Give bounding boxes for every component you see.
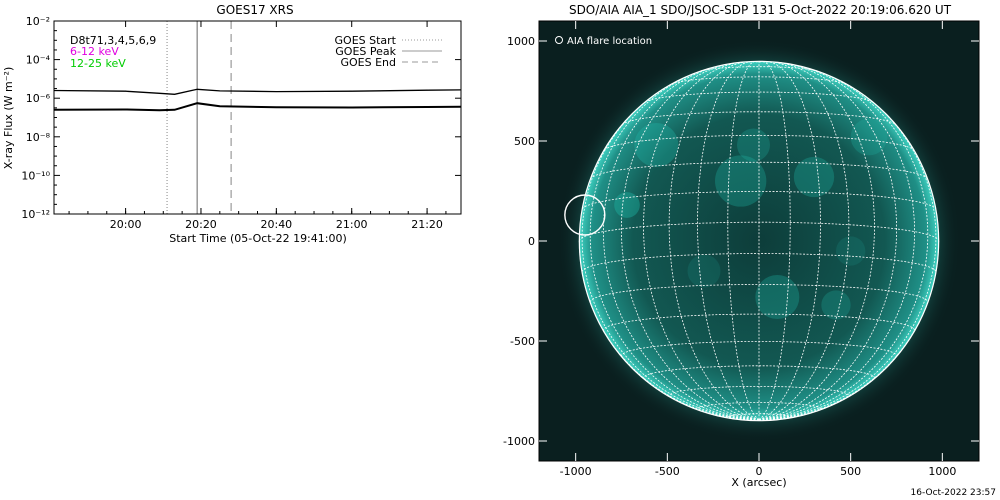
goes-y-tick-label: 10⁻⁶	[26, 92, 51, 105]
longitude-line	[581, 86, 760, 421]
latitude-line	[643, 365, 875, 380]
longitude-line	[758, 61, 875, 421]
render-timestamp: 16-Oct-2022 23:57	[911, 488, 996, 498]
longitude-line	[758, 61, 850, 421]
goes-chart-title: GOES17 XRS	[216, 3, 293, 17]
longitude-line	[727, 61, 760, 421]
goes-x-tick-label: 20:00	[110, 218, 142, 231]
goes-legend-left: D8t71,3,4,5,6,9 6-12 keV 12-25 keV	[70, 34, 156, 70]
flare-location-marker	[564, 194, 606, 236]
longitude-line	[758, 86, 937, 421]
goes-y-axis-ticks: 10⁻² 10⁻⁴ 10⁻⁶ 10⁻⁸ 10⁻¹⁰ 10⁻¹²	[21, 15, 461, 221]
goes-y-axis-label: X-ray Flux (W m⁻²)	[2, 67, 15, 169]
longitude-line	[620, 63, 760, 421]
aia-x-tick-label: 1000	[928, 465, 956, 478]
active-region-patch	[821, 290, 851, 320]
active-region-patch	[755, 275, 800, 319]
aia-y-axis-ticks: -1000 -500 0 500 1000	[503, 35, 979, 448]
longitude-line	[758, 61, 791, 421]
goes-x-axis-label: Start Time (05-Oct-22 19:41:00)	[169, 232, 347, 245]
longitude-line	[668, 61, 760, 421]
active-region-patch	[737, 128, 770, 162]
aia-x-tick-label: -500	[655, 465, 680, 478]
goes-plot-frame	[53, 20, 462, 215]
goes-flux-series	[54, 88, 461, 112]
longitude-line	[758, 63, 898, 421]
legend-detectors: D8t71,3,4,5,6,9	[70, 34, 156, 47]
active-region-patch	[634, 123, 679, 167]
aia-legend: AIA flare location	[555, 36, 652, 47]
aia-y-tick-label: 500	[514, 135, 535, 148]
goes-x-tick-label: 21:20	[411, 218, 443, 231]
latitude-line	[644, 91, 874, 103]
latitude-line	[697, 402, 821, 411]
legend-12-25-kev: 12-25 keV	[70, 57, 126, 70]
latitude-line	[589, 284, 929, 303]
goes-y-tick-label: 10⁻⁸	[26, 131, 51, 144]
aia-legend-circle-icon	[555, 36, 563, 44]
active-region-patch	[836, 236, 866, 266]
legend-goes-peak: GOES Peak	[335, 45, 396, 58]
goes-y-tick-label: 10⁻²	[26, 15, 50, 28]
longitude-line	[643, 61, 760, 421]
active-region-patch	[687, 254, 721, 288]
goes-y-tick-label: 10⁻⁴	[26, 54, 51, 67]
goes-x-tick-label: 21:00	[336, 218, 368, 231]
aia-y-tick-label: -500	[510, 335, 535, 348]
longitude-line	[697, 61, 760, 421]
goes-flux-series-1	[54, 88, 461, 95]
aia-image-panel: SDO/AIA AIA_1 SDO/JSOC-SDP 131 5-Oct-202…	[503, 3, 980, 489]
goes-event-lines	[166, 21, 232, 214]
latitude-line	[668, 386, 850, 398]
active-region-patch	[793, 156, 835, 198]
aia-image-title: SDO/AIA AIA_1 SDO/JSOC-SDP 131 5-Oct-202…	[569, 3, 952, 17]
aia-x-tick-label: 500	[840, 465, 861, 478]
active-region-patch	[850, 118, 888, 156]
longitude-line	[758, 68, 929, 421]
aia-x-tick-label: -1000	[560, 465, 592, 478]
aia-y-tick-label: -1000	[503, 435, 535, 448]
aia-x-tick-label: 0	[756, 465, 763, 478]
goes-x-tick-label: 20:20	[185, 218, 217, 231]
latitude-line	[621, 111, 897, 125]
goes-legend-right: GOES Start GOES Peak GOES End	[335, 34, 442, 69]
aia-y-tick-label: 1000	[507, 35, 535, 48]
longitude-line	[758, 64, 916, 421]
longitude-line	[589, 68, 760, 421]
aia-image-area	[539, 21, 979, 461]
goes-xrs-panel: GOES17 XRS 10⁻² 10⁻⁴ 10⁻⁶ 10⁻⁸ 10⁻¹⁰ 10⁻¹² 20…	[2, 3, 462, 245]
solar-limb	[578, 60, 940, 422]
aia-x-axis-ticks: -1000 -500 0 500 1000	[560, 21, 956, 478]
aia-x-axis-label: X (arcsec)	[731, 476, 786, 489]
goes-flux-series-2	[54, 102, 461, 112]
legend-goes-start: GOES Start	[335, 34, 397, 47]
legend-goes-end: GOES End	[340, 56, 396, 69]
goes-y-tick-label: 10⁻¹⁰	[21, 169, 50, 182]
goes-x-tick-label: 20:40	[260, 218, 292, 231]
longitude-line	[758, 61, 821, 421]
aia-legend-label: AIA flare location	[567, 36, 652, 47]
aia-y-tick-label: 0	[528, 235, 535, 248]
legend-6-12-kev: 6-12 keV	[70, 45, 119, 58]
latitude-line	[670, 76, 848, 85]
longitude-line	[602, 64, 760, 421]
goes-y-tick-label: 10⁻¹²	[21, 208, 50, 221]
active-region-patch	[614, 192, 640, 218]
